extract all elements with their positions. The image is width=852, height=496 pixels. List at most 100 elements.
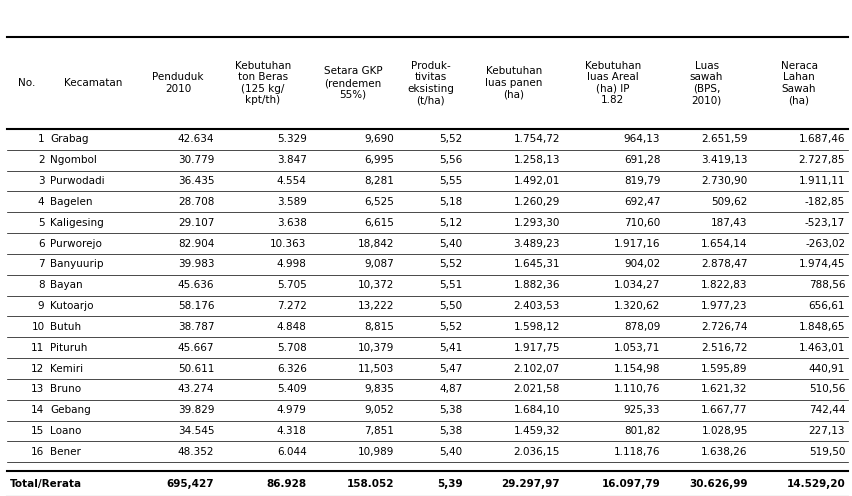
Text: 4.318: 4.318 <box>277 426 307 436</box>
Text: 3.847: 3.847 <box>277 155 307 165</box>
Text: 2.102,07: 2.102,07 <box>514 364 560 373</box>
Text: 158.052: 158.052 <box>347 479 394 489</box>
Text: 519,50: 519,50 <box>809 447 845 457</box>
Text: 82.904: 82.904 <box>178 239 214 248</box>
Text: 878,09: 878,09 <box>624 322 660 332</box>
Text: 39.983: 39.983 <box>178 259 214 269</box>
Text: 1.754,72: 1.754,72 <box>514 134 560 144</box>
Text: 4,87: 4,87 <box>439 384 463 394</box>
Text: 14.529,20: 14.529,20 <box>786 479 845 489</box>
Text: 5,52: 5,52 <box>439 259 463 269</box>
Text: 7.272: 7.272 <box>277 301 307 311</box>
Text: 10,372: 10,372 <box>358 280 394 290</box>
Text: Kutoarjo: Kutoarjo <box>50 301 94 311</box>
Text: 8: 8 <box>37 280 44 290</box>
Text: 5.708: 5.708 <box>277 343 307 353</box>
Text: 5,38: 5,38 <box>439 405 463 415</box>
Text: 1.028,95: 1.028,95 <box>701 426 748 436</box>
Text: Bener: Bener <box>50 447 81 457</box>
Text: 5,52: 5,52 <box>439 134 463 144</box>
Text: 50.611: 50.611 <box>178 364 214 373</box>
Text: 5,47: 5,47 <box>439 364 463 373</box>
Text: 3: 3 <box>37 176 44 186</box>
Text: 1.258,13: 1.258,13 <box>514 155 560 165</box>
Text: 5,39: 5,39 <box>437 479 463 489</box>
Text: 1.917,75: 1.917,75 <box>514 343 560 353</box>
Text: 9: 9 <box>37 301 44 311</box>
Text: 1.687,46: 1.687,46 <box>798 134 845 144</box>
Text: -523,17: -523,17 <box>805 218 845 228</box>
Text: 1.882,36: 1.882,36 <box>514 280 560 290</box>
Text: 28.708: 28.708 <box>178 197 214 207</box>
Text: Bayan: Bayan <box>50 280 83 290</box>
Text: 9,087: 9,087 <box>365 259 394 269</box>
Text: 1.463,01: 1.463,01 <box>799 343 845 353</box>
Text: 509,62: 509,62 <box>711 197 748 207</box>
Text: 43.274: 43.274 <box>178 384 214 394</box>
Text: 30.779: 30.779 <box>178 155 214 165</box>
Text: 29.107: 29.107 <box>178 218 214 228</box>
Text: 5,18: 5,18 <box>439 197 463 207</box>
Text: -182,85: -182,85 <box>805 197 845 207</box>
Text: Neraca
Lahan
Sawah
(ha): Neraca Lahan Sawah (ha) <box>780 61 818 106</box>
Text: 1.822,83: 1.822,83 <box>701 280 748 290</box>
Text: Pituruh: Pituruh <box>50 343 88 353</box>
Text: 10,379: 10,379 <box>358 343 394 353</box>
Text: 1.110,76: 1.110,76 <box>614 384 660 394</box>
Text: 2: 2 <box>37 155 44 165</box>
Text: 904,02: 904,02 <box>624 259 660 269</box>
Text: 1.654,14: 1.654,14 <box>701 239 748 248</box>
Text: 5,41: 5,41 <box>439 343 463 353</box>
Text: 227,13: 227,13 <box>809 426 845 436</box>
Text: 45.667: 45.667 <box>178 343 214 353</box>
Text: 13: 13 <box>32 384 44 394</box>
Text: Kebutuhan
luas Areal
(ha) IP
1.82: Kebutuhan luas Areal (ha) IP 1.82 <box>584 61 641 106</box>
Text: 45.636: 45.636 <box>178 280 214 290</box>
Text: 14: 14 <box>32 405 44 415</box>
Text: 6,995: 6,995 <box>364 155 394 165</box>
Text: Setara GKP
(rendemen
55%): Setara GKP (rendemen 55%) <box>324 66 383 100</box>
Text: 58.176: 58.176 <box>178 301 214 311</box>
Text: 5.409: 5.409 <box>277 384 307 394</box>
Text: 6: 6 <box>37 239 44 248</box>
Text: 10: 10 <box>32 322 44 332</box>
Text: 1: 1 <box>37 134 44 144</box>
Text: 1.053,71: 1.053,71 <box>614 343 660 353</box>
Text: 4.979: 4.979 <box>277 405 307 415</box>
Text: 4.998: 4.998 <box>277 259 307 269</box>
Text: 692,47: 692,47 <box>624 197 660 207</box>
Text: Kemiri: Kemiri <box>50 364 83 373</box>
Text: 48.352: 48.352 <box>178 447 214 457</box>
Text: 440,91: 440,91 <box>809 364 845 373</box>
Text: Purwodadi: Purwodadi <box>50 176 105 186</box>
Text: 5,40: 5,40 <box>440 239 463 248</box>
Text: 1.848,65: 1.848,65 <box>798 322 845 332</box>
Text: 30.626,99: 30.626,99 <box>689 479 748 489</box>
Text: 2.651,59: 2.651,59 <box>701 134 748 144</box>
Text: 1.911,11: 1.911,11 <box>798 176 845 186</box>
Text: 4.848: 4.848 <box>277 322 307 332</box>
Text: Grabag: Grabag <box>50 134 89 144</box>
Text: 656,61: 656,61 <box>809 301 845 311</box>
Text: 819,79: 819,79 <box>624 176 660 186</box>
Text: 8,281: 8,281 <box>364 176 394 186</box>
Text: 5,12: 5,12 <box>439 218 463 228</box>
Text: 5: 5 <box>37 218 44 228</box>
Text: 38.787: 38.787 <box>178 322 214 332</box>
Text: 11,503: 11,503 <box>358 364 394 373</box>
Text: 2.726,74: 2.726,74 <box>701 322 748 332</box>
Text: 1.684,10: 1.684,10 <box>514 405 560 415</box>
Text: 36.435: 36.435 <box>178 176 214 186</box>
Text: Ngombol: Ngombol <box>50 155 97 165</box>
Text: 2.516,72: 2.516,72 <box>701 343 748 353</box>
Text: 18,842: 18,842 <box>358 239 394 248</box>
Text: 9,690: 9,690 <box>365 134 394 144</box>
Text: 13,222: 13,222 <box>358 301 394 311</box>
Text: 1.320,62: 1.320,62 <box>614 301 660 311</box>
Text: 1.667,77: 1.667,77 <box>701 405 748 415</box>
Text: 1.977,23: 1.977,23 <box>701 301 748 311</box>
Text: 2.730,90: 2.730,90 <box>701 176 748 186</box>
Text: 1.621,32: 1.621,32 <box>701 384 748 394</box>
Text: 1.034,27: 1.034,27 <box>614 280 660 290</box>
Text: Kebutuhan
ton Beras
(125 kg/
kpt/th): Kebutuhan ton Beras (125 kg/ kpt/th) <box>235 61 291 106</box>
